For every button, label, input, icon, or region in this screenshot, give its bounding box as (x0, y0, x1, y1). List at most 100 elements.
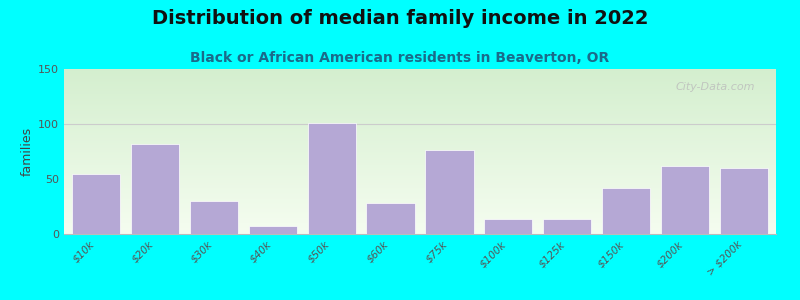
Bar (64, 154, 776, 155)
Bar (64, 109, 776, 110)
Bar (64, 145, 776, 146)
Bar (64, 188, 776, 189)
Bar (64, 221, 776, 222)
Bar (64, 88, 776, 89)
Bar (64, 112, 776, 113)
Bar (64, 172, 776, 173)
Bar (64, 231, 776, 232)
Bar (64, 127, 776, 128)
Bar (64, 123, 776, 124)
Bar (64, 192, 776, 193)
Bar (64, 89, 776, 90)
Bar (64, 156, 776, 157)
Bar (64, 201, 776, 202)
Bar (64, 233, 776, 234)
Bar (64, 175, 776, 176)
Bar (64, 163, 776, 164)
Bar (249, 226, 297, 234)
Text: Distribution of median family income in 2022: Distribution of median family income in … (152, 9, 648, 28)
Bar (64, 179, 776, 180)
Bar (64, 94, 776, 95)
Bar (64, 160, 776, 161)
Bar (64, 100, 776, 101)
Bar (64, 228, 776, 229)
Bar (64, 232, 776, 233)
Bar (64, 92, 776, 93)
Bar (64, 134, 776, 135)
Bar (64, 96, 776, 97)
Bar (64, 137, 776, 138)
Bar (64, 229, 776, 230)
Bar (64, 195, 776, 196)
Bar (64, 164, 776, 165)
Bar (64, 111, 776, 112)
Bar (64, 168, 776, 169)
Bar (64, 182, 776, 183)
Bar (64, 183, 776, 184)
Bar (64, 135, 776, 136)
Bar (64, 125, 776, 126)
Bar (64, 84, 776, 85)
Bar (64, 147, 776, 148)
Bar (64, 165, 776, 166)
Bar (64, 78, 776, 79)
Bar (64, 69, 776, 70)
Bar (64, 76, 776, 77)
Bar (64, 104, 776, 105)
Bar (64, 106, 776, 107)
Bar (64, 176, 776, 177)
Bar (64, 159, 776, 160)
Bar (64, 150, 776, 151)
Bar (64, 82, 776, 83)
Bar (64, 91, 776, 92)
Bar (64, 177, 776, 178)
Bar (64, 87, 776, 88)
Bar (64, 225, 776, 226)
Bar (64, 71, 776, 72)
Bar (64, 90, 776, 91)
Bar (64, 217, 776, 218)
Bar (64, 120, 776, 121)
Bar (64, 75, 776, 76)
Bar (64, 197, 776, 198)
Bar (64, 158, 776, 159)
Bar (64, 149, 776, 150)
Bar (64, 122, 776, 123)
Bar (64, 79, 776, 80)
Bar (64, 95, 776, 96)
Bar (64, 107, 776, 108)
Bar (308, 123, 356, 234)
Bar (64, 160, 776, 161)
Bar (64, 166, 776, 167)
Bar (64, 85, 776, 86)
Bar (64, 117, 776, 118)
Bar (64, 73, 776, 74)
Bar (64, 144, 776, 145)
Bar (64, 191, 776, 192)
Bar (64, 77, 776, 78)
Bar (64, 146, 776, 147)
Bar (64, 140, 776, 141)
Bar (64, 98, 776, 99)
Bar (64, 193, 776, 194)
Bar (64, 102, 776, 103)
Bar (64, 187, 776, 188)
Bar (64, 118, 776, 119)
Bar (64, 139, 776, 140)
Bar (64, 83, 776, 84)
Bar (602, 188, 650, 234)
Bar (64, 196, 776, 197)
Bar (64, 132, 776, 133)
Bar (64, 93, 776, 94)
Bar (64, 194, 776, 195)
Bar (64, 121, 776, 122)
Bar (64, 200, 776, 201)
Bar (64, 133, 776, 134)
Bar (64, 124, 776, 125)
Bar (64, 199, 776, 200)
Bar (64, 97, 776, 98)
Bar (543, 219, 591, 234)
Bar (64, 209, 776, 210)
Bar (64, 170, 776, 171)
Bar (64, 162, 776, 163)
